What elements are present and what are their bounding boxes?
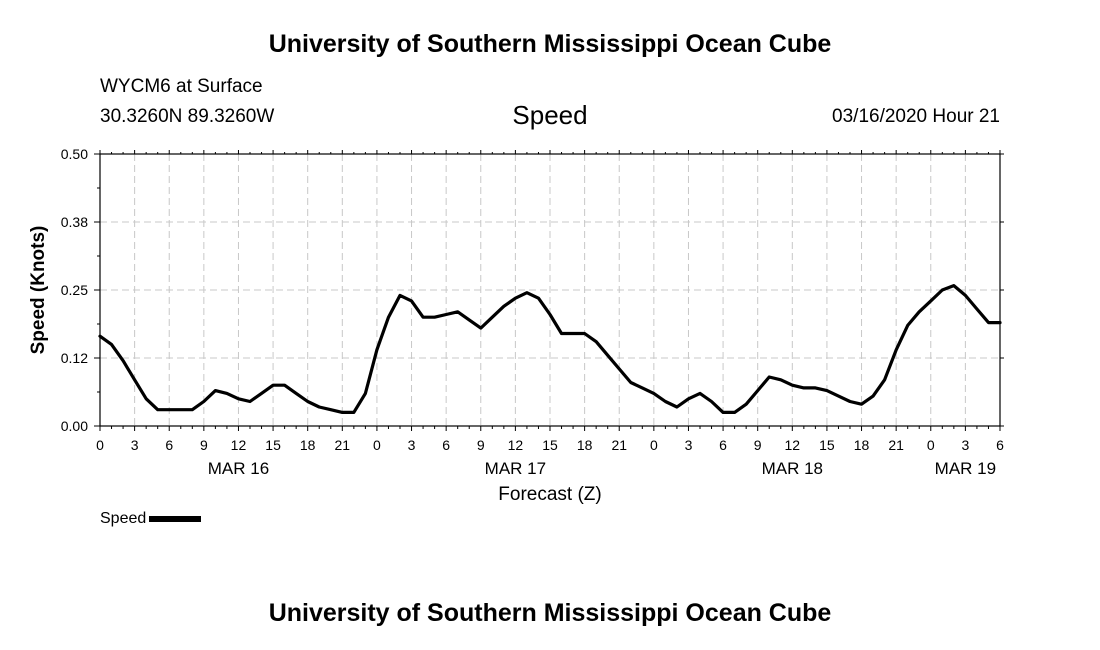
x-tick-label: 12: [231, 437, 247, 453]
legend: Speed: [100, 510, 202, 528]
y-tick-label: 0.25: [61, 282, 88, 298]
day-label: MAR 19: [935, 459, 996, 478]
chart-title: Speed: [512, 100, 588, 130]
x-tick-label: 0: [927, 437, 935, 453]
grid-lines: [100, 154, 1000, 426]
series-line-speed: [98, 284, 1002, 414]
x-tick-label: 3: [961, 437, 969, 453]
x-tick-label: 21: [335, 437, 351, 453]
y-tick-label: 0.50: [61, 146, 88, 162]
footer-title: University of Southern Mississippi Ocean…: [268, 599, 832, 627]
x-tick-label: 3: [685, 437, 693, 453]
x-tick-label: 18: [577, 437, 593, 453]
y-tick-labels: 0.00 0.12 0.25 0.38 0.50: [61, 146, 88, 434]
x-tick-label: 0: [373, 437, 381, 453]
x-tick-label: 3: [131, 437, 139, 453]
y-tick-label: 0.00: [61, 418, 88, 434]
speed-chart: 0.00 0.12 0.25 0.38 0.50 0 3 6 9 12 15 18 21 0 3 6 9 12 1…: [28, 146, 1004, 505]
station-label: WYCM6 at Surface: [100, 76, 263, 97]
y-tick-label: 0.38: [61, 214, 88, 230]
x-tick-label: 9: [754, 437, 762, 453]
axis-ticks: [94, 150, 1004, 431]
y-axis-label: Speed (Knots): [28, 226, 49, 355]
day-label: MAR 16: [208, 459, 269, 478]
day-label: MAR 18: [762, 459, 823, 478]
x-tick-label: 6: [442, 437, 450, 453]
x-tick-label: 6: [996, 437, 1004, 453]
x-axis-label: Forecast (Z): [498, 484, 601, 505]
y-tick-label: 0.12: [61, 350, 88, 366]
day-label: MAR 17: [485, 459, 546, 478]
x-tick-label: 9: [200, 437, 208, 453]
legend-label: Speed: [100, 510, 147, 527]
x-tick-label: 21: [611, 437, 627, 453]
x-tick-label: 18: [854, 437, 870, 453]
x-tick-label: 15: [265, 437, 281, 453]
x-tick-label: 3: [408, 437, 416, 453]
legend-swatch: [149, 516, 202, 522]
x-tick-label: 6: [719, 437, 727, 453]
x-tick-label: 12: [785, 437, 801, 453]
coordinates-label: 30.3260N 89.3260W: [100, 106, 275, 127]
x-tick-label: 9: [477, 437, 485, 453]
x-tick-label: 6: [165, 437, 173, 453]
x-tick-label: 15: [542, 437, 558, 453]
x-tick-label: 21: [888, 437, 904, 453]
x-tick-label: 0: [96, 437, 104, 453]
run-date-label: 03/16/2020 Hour 21: [832, 106, 1000, 127]
x-tick-label: 0: [650, 437, 658, 453]
day-labels: MAR 16 MAR 17 MAR 18 MAR 19: [208, 459, 996, 478]
x-tick-label: 15: [819, 437, 835, 453]
x-tick-labels: 0 3 6 9 12 15 18 21 0 3 6 9 12 15 18 21 0 3 6 9 12 15 18 21 0 3 6: [96, 437, 1004, 453]
x-tick-label: 18: [300, 437, 316, 453]
x-tick-label: 12: [508, 437, 524, 453]
page-title: University of Southern Mississippi Ocean…: [268, 30, 832, 58]
